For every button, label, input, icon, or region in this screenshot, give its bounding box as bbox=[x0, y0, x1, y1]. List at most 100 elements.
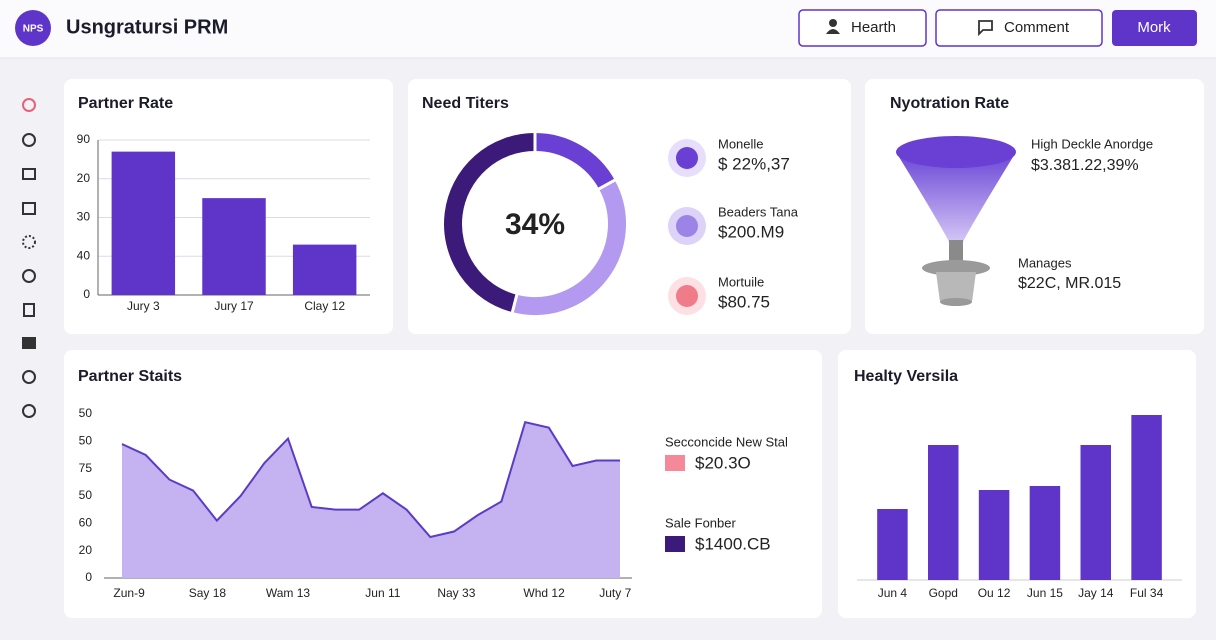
funnel-cone bbox=[896, 152, 1016, 247]
x-tick-label: Jun 15 bbox=[1027, 586, 1063, 600]
x-tick-label: Ou 12 bbox=[978, 586, 1011, 600]
legend-name: Secconcide New Stal bbox=[665, 434, 788, 449]
user-icon bbox=[826, 29, 840, 34]
nav-icon[interactable] bbox=[23, 303, 35, 317]
segment-gap bbox=[510, 292, 519, 315]
y-tick-label: 50 bbox=[79, 434, 93, 448]
nav-icon[interactable] bbox=[22, 235, 36, 249]
nav-icon[interactable] bbox=[22, 168, 36, 180]
nav-icon[interactable] bbox=[22, 269, 36, 283]
y-tick-label: 60 bbox=[79, 516, 93, 530]
y-tick-label: 0 bbox=[83, 287, 90, 301]
y-tick-label: 30 bbox=[77, 210, 91, 224]
x-tick-label: Clay 12 bbox=[304, 299, 345, 313]
legend-swatch bbox=[665, 455, 685, 471]
y-tick-label: 75 bbox=[79, 461, 93, 475]
x-tick-label: Gopd bbox=[929, 586, 958, 600]
button-label[interactable]: Mork bbox=[1137, 19, 1171, 36]
x-tick-label: Jay 14 bbox=[1078, 586, 1114, 600]
item-value: $200.M9 bbox=[718, 222, 784, 241]
nav-icon[interactable] bbox=[22, 202, 36, 215]
donut-segment bbox=[444, 133, 536, 313]
logo bbox=[15, 10, 51, 46]
bar bbox=[292, 244, 357, 295]
x-tick-label: Jury 3 bbox=[127, 299, 160, 313]
app-title: Usngratursi PRM bbox=[66, 16, 228, 38]
bar bbox=[978, 490, 1010, 580]
x-tick-label: Wam 13 bbox=[266, 586, 311, 600]
funnel-label: High Deckle Anordge bbox=[1031, 136, 1153, 151]
item-icon bbox=[676, 285, 698, 307]
funnel-label: Manages bbox=[1018, 255, 1072, 270]
bar bbox=[1080, 445, 1111, 580]
x-tick-label: Nay 33 bbox=[437, 586, 475, 600]
bar bbox=[928, 445, 959, 580]
funnel-base bbox=[936, 272, 976, 302]
area bbox=[122, 422, 620, 578]
bar bbox=[1131, 415, 1162, 580]
x-tick-label: Jun 11 bbox=[365, 586, 400, 600]
bar bbox=[202, 198, 266, 295]
funnel-value: $22C, MR.015 bbox=[1018, 275, 1121, 292]
y-tick-label: 20 bbox=[79, 543, 93, 557]
bar bbox=[1029, 486, 1061, 580]
nav-icon[interactable] bbox=[22, 133, 36, 147]
item-icon bbox=[676, 147, 698, 169]
funnel-base bbox=[940, 298, 972, 306]
nav-icon[interactable] bbox=[22, 98, 36, 112]
button[interactable] bbox=[798, 9, 927, 47]
logo-text: NPS bbox=[23, 24, 44, 35]
y-tick-label: 50 bbox=[79, 488, 93, 502]
card-title: Need Titers bbox=[422, 95, 509, 112]
nav-icon[interactable] bbox=[22, 370, 36, 384]
y-tick-label: 0 bbox=[85, 570, 92, 584]
legend-value: $1400.CB bbox=[695, 534, 771, 553]
item-name: Mortuile bbox=[718, 274, 764, 289]
y-tick-label: 90 bbox=[77, 132, 91, 146]
donut-segment bbox=[534, 133, 615, 190]
nav-icon[interactable] bbox=[22, 404, 36, 418]
card-title: Partner Staits bbox=[78, 368, 182, 385]
comment-icon bbox=[978, 20, 993, 37]
x-tick-label: Zun-9 bbox=[113, 586, 145, 600]
button-label[interactable]: Comment bbox=[1004, 19, 1070, 36]
card-title: Healty Versila bbox=[854, 368, 958, 385]
card-title: Nyotration Rate bbox=[890, 95, 1009, 112]
y-tick-label: 40 bbox=[77, 248, 91, 262]
item-value: $80.75 bbox=[718, 292, 770, 311]
card bbox=[865, 79, 1204, 334]
card-title: Partner Rate bbox=[78, 95, 173, 112]
x-tick-label: Ful 34 bbox=[1130, 586, 1164, 600]
funnel-graphic bbox=[896, 136, 1016, 306]
funnel-value: $3.381.22,39% bbox=[1031, 157, 1139, 174]
segment-gap bbox=[596, 177, 618, 192]
bar bbox=[877, 509, 908, 580]
item-name: Beaders Tana bbox=[718, 204, 799, 219]
x-tick-label: Jury 17 bbox=[214, 299, 254, 313]
item-value: $ 22%,37 bbox=[718, 154, 790, 173]
area-line bbox=[121, 421, 620, 539]
funnel-top bbox=[896, 136, 1016, 168]
user-icon bbox=[829, 19, 837, 27]
legend-name: Sale Fonber bbox=[665, 515, 736, 530]
nav-icon[interactable] bbox=[22, 337, 36, 349]
bar bbox=[111, 151, 176, 295]
button[interactable] bbox=[935, 9, 1103, 47]
x-tick-label: Jun 4 bbox=[878, 586, 908, 600]
x-tick-label: Whd 12 bbox=[523, 586, 565, 600]
item-name: Monelle bbox=[718, 136, 764, 151]
item-icon bbox=[676, 215, 698, 237]
y-tick-label: 50 bbox=[79, 406, 93, 420]
legend-swatch bbox=[665, 536, 685, 552]
x-tick-label: Say 18 bbox=[189, 586, 227, 600]
donut-segment bbox=[512, 180, 626, 315]
y-tick-label: 20 bbox=[77, 171, 91, 185]
x-tick-label: Juty 7 bbox=[599, 586, 631, 600]
button-label[interactable]: Hearth bbox=[851, 19, 896, 36]
legend-value: $20.3O bbox=[695, 453, 751, 472]
button[interactable] bbox=[1112, 10, 1197, 46]
center-label: 34% bbox=[505, 208, 565, 241]
sidebar bbox=[22, 98, 36, 418]
